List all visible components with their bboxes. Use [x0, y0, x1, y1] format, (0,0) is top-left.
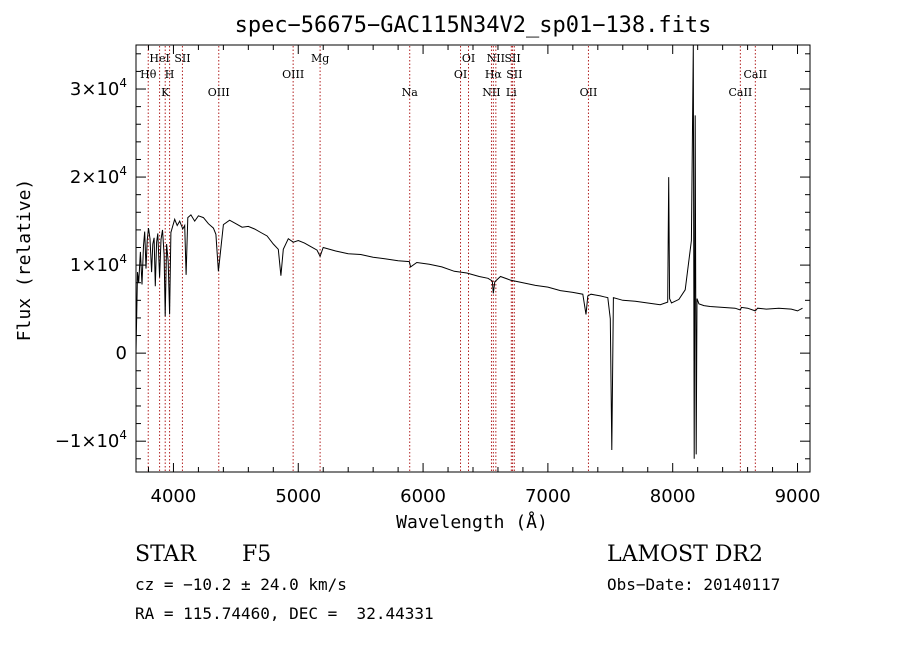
line-label-7: Mg: [311, 52, 329, 65]
y-tick-label: 3×104: [70, 76, 127, 100]
flux-series-line: [135, 44, 803, 459]
y-axis-label: Flux (relative): [14, 179, 35, 342]
line-label-6: OIII: [282, 68, 304, 81]
line-label-17: OII: [580, 86, 598, 99]
plot-frame: [135, 44, 811, 473]
chart-title: spec−56675−GAC115N34V2_sp01−138.fits: [235, 13, 712, 38]
obs-date: Obs−Date: 20140117: [607, 575, 780, 594]
line-label-3: H: [165, 68, 175, 81]
x-axis-ticks: 4000 5000 6000 7000 8000 9000: [147, 45, 821, 507]
x-tick-label: 9000: [775, 486, 821, 507]
x-tick-label: 4000: [151, 486, 197, 507]
line-label-11: NII: [482, 86, 500, 99]
line-label-19: CaII: [743, 68, 767, 81]
line-label-12: NII: [487, 52, 505, 65]
x-tick-label: 7000: [525, 486, 571, 507]
x-tick-label: 5000: [275, 486, 321, 507]
line-label-1: HeI: [149, 52, 169, 65]
x-tick-label: 8000: [650, 486, 696, 507]
coordinates: RA = 115.74460, DEC = 32.44331: [135, 604, 434, 623]
y-tick-label: 2×104: [70, 164, 127, 188]
object-class: STAR: [135, 542, 197, 567]
line-label-14: Li: [506, 86, 517, 99]
spectral-subclass: F5: [242, 542, 271, 567]
line-label-5: OIII: [208, 86, 230, 99]
y-tick-label: −1×104: [55, 428, 127, 452]
line-label-15: SII: [504, 52, 520, 65]
redshift-readout: cz = −10.2 ± 24.0 km/s: [135, 575, 347, 594]
line-label-0: Hθ: [140, 68, 157, 81]
x-tick-label: 6000: [400, 486, 446, 507]
x-axis-label: Wavelength (Å): [396, 511, 548, 533]
y-tick-label: 1×104: [70, 252, 127, 276]
line-label-18: CaII: [729, 86, 753, 99]
line-label-2: K: [161, 86, 170, 99]
line-label-16: SII: [506, 68, 522, 81]
line-label-8: Na: [402, 86, 419, 99]
y-axis-ticks: −1×104 0 1×104 2×104 3×104: [55, 53, 810, 460]
y-tick-label: 0: [116, 343, 127, 364]
line-label-13: Hα: [485, 68, 503, 81]
line-label-10: OI: [462, 52, 475, 65]
survey-name: LAMOST DR2: [607, 542, 763, 567]
line-label-9: OI: [454, 68, 467, 81]
line-markers: [147, 46, 756, 471]
line-label-4: SII: [174, 52, 190, 65]
